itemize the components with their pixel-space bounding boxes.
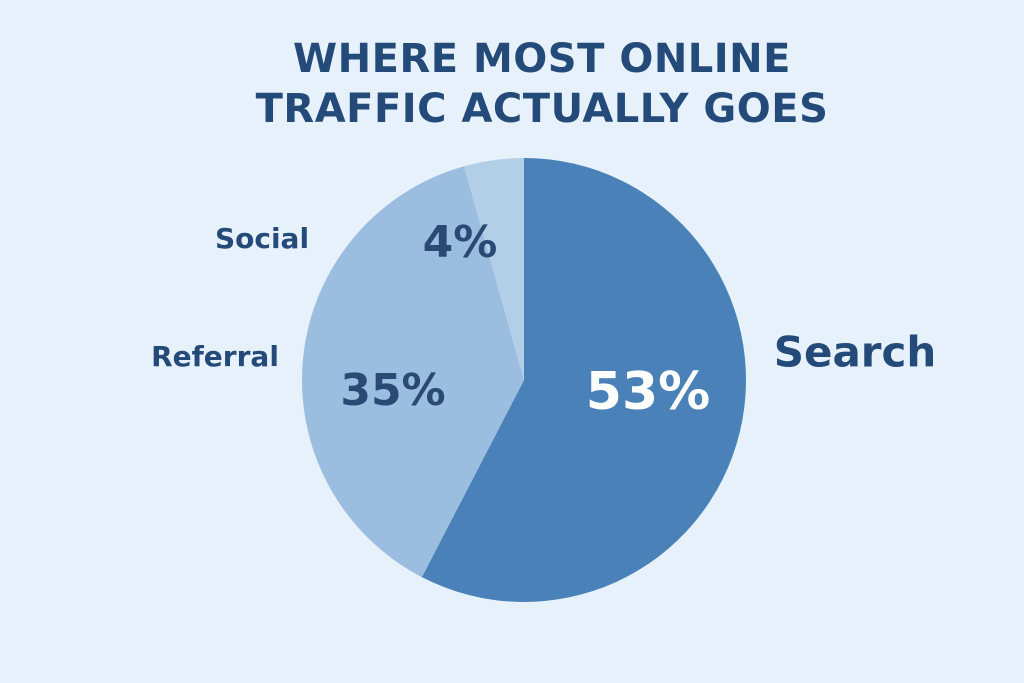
pie-slice (421, 158, 746, 602)
pie-slice (464, 158, 524, 380)
category-label: Social (215, 222, 309, 255)
value-label: 53% (586, 362, 710, 422)
category-label: Search (774, 328, 937, 377)
pie-slice (302, 166, 524, 578)
value-label: 4% (423, 217, 498, 268)
chart-title: WHERE MOST ONLINE TRAFFIC ACTUALLY GOES (255, 36, 829, 132)
category-label: Referral (151, 340, 279, 373)
value-label: 35% (340, 365, 445, 416)
